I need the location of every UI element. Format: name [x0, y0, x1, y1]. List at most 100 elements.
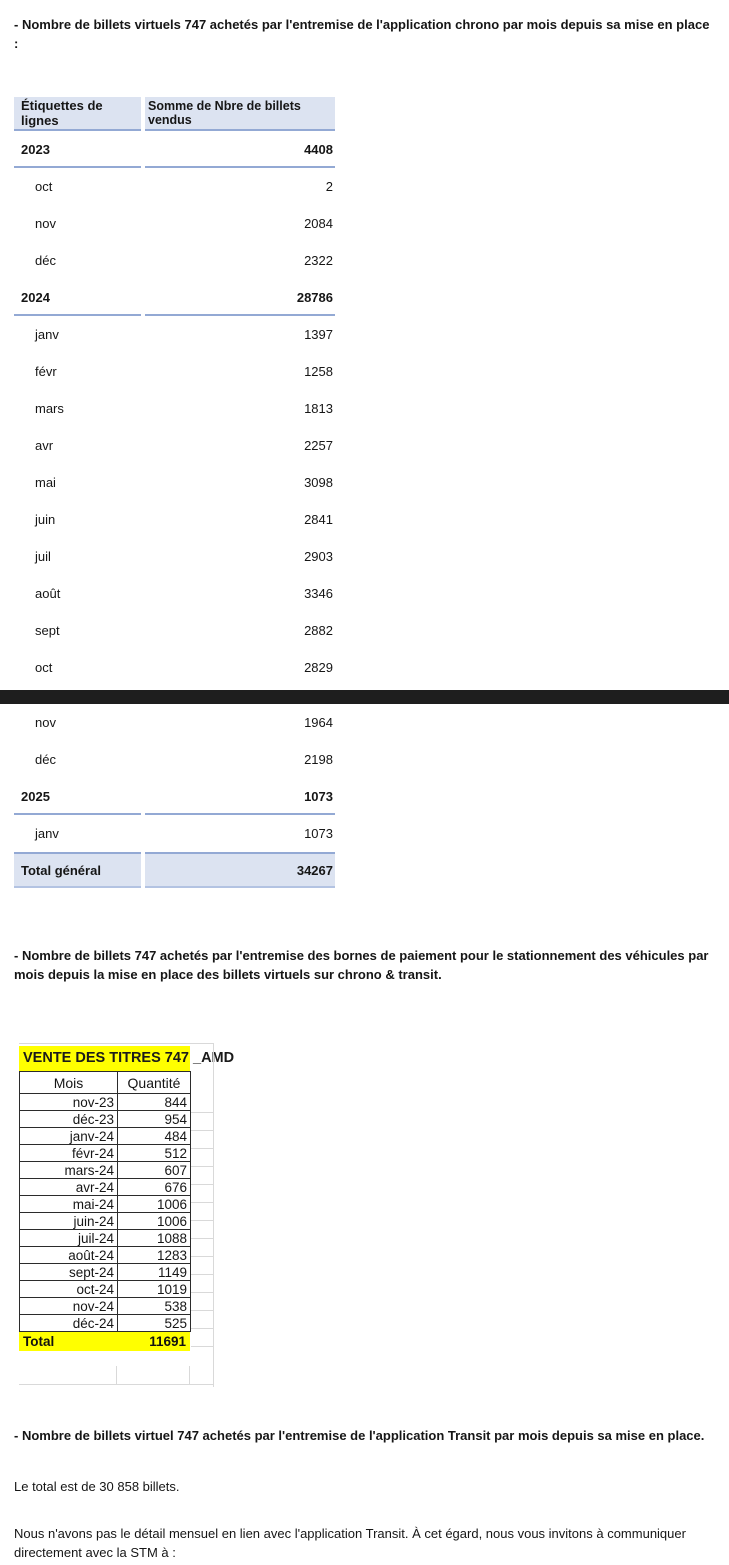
excel-cell-mois: mars-24: [19, 1161, 118, 1179]
excel-header-row: Mois Quantité: [19, 1071, 191, 1094]
excel-data-row: mars-24 607: [19, 1161, 191, 1179]
underline-segment: [145, 886, 335, 888]
pivot-row-label: déc: [35, 752, 56, 767]
excel-cell-quantite: 1283: [117, 1246, 191, 1264]
pivot-row-month: août 3346: [14, 575, 335, 612]
pivot-row-label: avr: [35, 438, 54, 453]
excel-data-row: mai-24 1006: [19, 1195, 191, 1213]
pivot-row-value: 2903: [304, 549, 333, 564]
underline-segment: [14, 813, 141, 815]
excel-data-row: déc-23 954: [19, 1110, 191, 1128]
pivot-row-label: janv: [35, 826, 59, 841]
pivot-row-month: nov 2084: [14, 205, 335, 242]
gridline: [191, 1095, 213, 1348]
pivot-row-value: 2084: [304, 216, 333, 231]
pivot-row-label: déc: [35, 253, 56, 268]
pivot-row-label: juil: [35, 549, 51, 564]
excel-cell-mois: oct-24: [19, 1280, 118, 1298]
pivot-row-label: juin: [35, 512, 56, 527]
excel-cell-quantite: 1088: [117, 1229, 191, 1247]
pivot-row-value: 2: [325, 179, 333, 194]
pivot-row-month: sept 2882: [14, 612, 335, 649]
pivot-row-value: 2829: [304, 660, 333, 675]
excel-cell-quantite: 607: [117, 1161, 191, 1179]
pivot-row-value: 1397: [304, 327, 333, 342]
excel-cell-quantite: 1006: [117, 1195, 191, 1213]
pivot-row-value: 4408: [304, 142, 333, 157]
pivot-row-month: mai 3098: [14, 464, 335, 501]
excel-header-quantite: Quantité: [117, 1071, 191, 1094]
gridline: [116, 1366, 117, 1384]
excel-cell-mois: nov-23: [19, 1093, 118, 1111]
pivot-row-value: 2841: [304, 512, 333, 527]
pivot-row-label: févr: [35, 364, 57, 379]
pivot-row-label: Total général: [14, 854, 141, 886]
closing-paragraph: Nous n'avons pas le détail mensuel en li…: [14, 1526, 686, 1560]
excel-data-row: janv-24 484: [19, 1127, 191, 1145]
pivot-row-value: 1258: [304, 364, 333, 379]
pivot-row-value: 28786: [296, 290, 333, 305]
excel-cell-mois: déc-24: [19, 1314, 118, 1332]
pivot-row-total: Total général 34267: [14, 852, 335, 888]
pivot-header-values-label: Somme de Nbre de billets vendus: [145, 96, 335, 130]
underline-segment: [145, 813, 335, 815]
pivot-row-label: nov: [35, 216, 56, 231]
excel-total-row: Total 11691: [19, 1332, 190, 1351]
excel-table-title: VENTE DES TITRES 747 _AMD: [19, 1046, 234, 1071]
excel-cell-mois: juil-24: [19, 1229, 118, 1247]
gridline: [189, 1366, 190, 1384]
excel-cell-mois: nov-24: [19, 1297, 118, 1315]
excel-cell-mois: déc-23: [19, 1110, 118, 1128]
excel-cell-quantite: 1006: [117, 1212, 191, 1230]
pivot-row-value: 2257: [304, 438, 333, 453]
pivot-row-label: août: [35, 586, 61, 601]
excel-data-row: sept-24 1149: [19, 1263, 191, 1281]
pivot-header-row: Étiquettes de lignes Somme de Nbre de bi…: [14, 95, 335, 131]
excel-cell-mois: janv-24: [19, 1127, 118, 1145]
excel-data-row: févr-24 512: [19, 1144, 191, 1162]
excel-cell-mois: mai-24: [19, 1195, 118, 1213]
pivot-row-value: 1964: [304, 715, 333, 730]
excel-data-row: oct-24 1019: [19, 1280, 191, 1298]
excel-cell-quantite: 844: [117, 1093, 191, 1111]
pivot-row-label: 2024: [21, 290, 50, 305]
excel-table: Mois Quantité nov-23 844 déc-23 954 janv-24 4…: [19, 1071, 191, 1332]
excel-cell-quantite: 512: [117, 1144, 191, 1162]
pivot-row-label: mai: [35, 475, 56, 490]
excel-cell-quantite: 676: [117, 1178, 191, 1196]
pivot-row-topline: [14, 852, 335, 854]
gridline: [19, 1043, 214, 1044]
excel-cell-quantite: 1149: [117, 1263, 191, 1281]
pivot-row-month: févr 1258: [14, 353, 335, 390]
excel-data-row: juil-24 1088: [19, 1229, 191, 1247]
underline-segment: [145, 314, 335, 316]
excel-total-label: Total: [23, 1334, 55, 1349]
pivot-row-label: oct: [35, 660, 53, 675]
excel-table-region: VENTE DES TITRES 747 _AMD Mois Quantité …: [19, 1043, 234, 1387]
gridline: [213, 1043, 214, 1387]
gridline: [19, 1384, 213, 1385]
excel-cell-quantite: 484: [117, 1127, 191, 1145]
pivot-row-month: oct 2829: [14, 649, 335, 686]
pivot-header-underline: [14, 129, 335, 131]
pivot-row-label: 2025: [21, 789, 50, 804]
pivot-header-rows-label: Étiquettes de lignes: [14, 96, 141, 130]
pivot-row-month: déc 2322: [14, 242, 335, 279]
pivot-row-value: 3346: [304, 586, 333, 601]
pivot-row-underline: [14, 886, 335, 888]
pivot-row-label: janv: [35, 327, 59, 342]
pivot-row-year: 2025 1073: [14, 778, 335, 815]
underline-segment: [145, 852, 335, 854]
excel-data-row: déc-24 525: [19, 1314, 191, 1332]
pivot-row-month: déc 2198: [14, 741, 335, 778]
excel-cell-mois: août-24: [19, 1246, 118, 1264]
underline-segment: [14, 166, 141, 168]
section3-paragraph: - Nombre de billets virtuel 747 achetés …: [14, 1428, 705, 1443]
excel-total-value: 11691: [149, 1334, 186, 1349]
pivot-row-label: oct: [35, 179, 53, 194]
pivot-row-value: 1073: [304, 789, 333, 804]
pivot-row-month: nov 1964: [14, 704, 335, 741]
pivot-row-value: 1813: [304, 401, 333, 416]
pivot-row-value: 3098: [304, 475, 333, 490]
